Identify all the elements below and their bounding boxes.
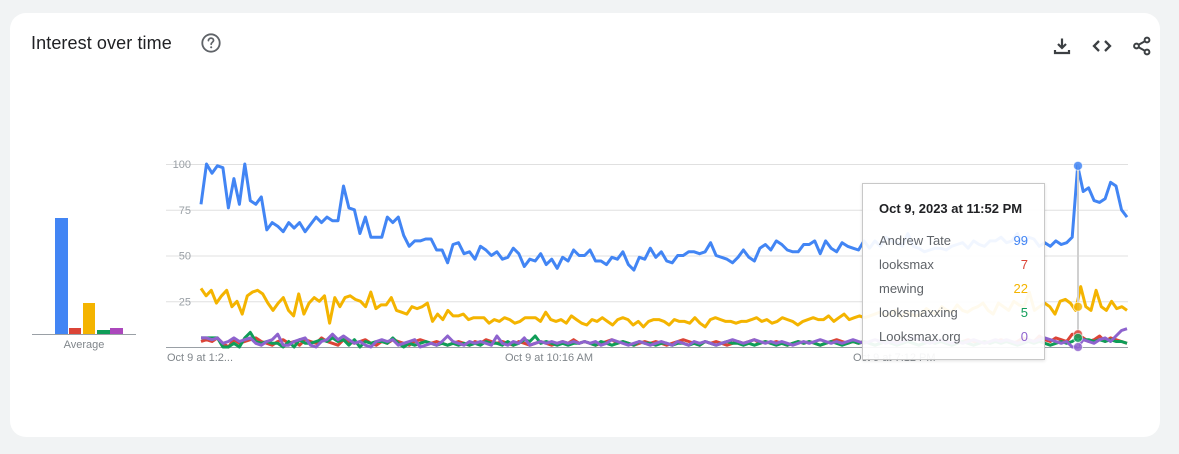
tooltip-term: mewing xyxy=(879,281,924,296)
tooltip-value: 0 xyxy=(1020,329,1028,344)
tooltip-term: Andrew Tate xyxy=(879,233,952,248)
average-axis-line xyxy=(32,334,136,335)
download-icon xyxy=(1053,38,1071,55)
svg-text:100: 100 xyxy=(173,159,191,171)
average-bar xyxy=(110,328,123,334)
average-bar xyxy=(69,328,81,334)
average-bar xyxy=(55,218,68,334)
tooltip-term: looksmax xyxy=(879,257,934,272)
tooltip-row-looksmax: looksmax 7 xyxy=(879,257,1028,277)
tooltip-value: 99 xyxy=(1013,233,1028,248)
average-bar xyxy=(83,302,95,334)
svg-text:Oct 9 at 10:16 AM: Oct 9 at 10:16 AM xyxy=(505,352,593,364)
svg-text:25: 25 xyxy=(179,296,191,308)
help-circle-icon[interactable] xyxy=(200,32,222,54)
average-bar xyxy=(97,330,110,334)
svg-text:75: 75 xyxy=(179,205,191,217)
chart-hover-marker xyxy=(1073,160,1083,352)
tooltip-row-andrew-tate: Andrew Tate 99 xyxy=(879,233,1028,253)
embed-button[interactable] xyxy=(1089,33,1115,59)
code-embed-icon xyxy=(1092,40,1112,52)
download-button[interactable] xyxy=(1049,33,1075,59)
average-label: Average xyxy=(63,339,105,351)
chart-actions xyxy=(1049,33,1155,59)
svg-text:50: 50 xyxy=(179,251,191,263)
tooltip-value: 7 xyxy=(1020,257,1028,272)
tooltip-term: looksmaxxing xyxy=(879,305,958,320)
average-bar-chart: Average xyxy=(32,200,146,360)
tooltip-row-mewing: mewing 22 xyxy=(879,281,1028,301)
tooltip-row-looksmaxxing: looksmaxxing 5 xyxy=(879,305,1028,325)
tooltip-term: Looksmax.org xyxy=(879,329,961,344)
share-button[interactable] xyxy=(1129,33,1155,59)
tooltip-value: 5 xyxy=(1020,305,1028,320)
tooltip-value: 22 xyxy=(1013,281,1028,296)
section-title: Interest over time xyxy=(31,33,172,53)
svg-text:Oct 9 at 1:2...: Oct 9 at 1:2... xyxy=(167,352,233,364)
share-icon xyxy=(1133,36,1151,56)
tooltip-date: Oct 9, 2023 at 11:52 PM xyxy=(879,201,1023,216)
chart-tooltip: Oct 9, 2023 at 11:52 PM Andrew Tate 99 l… xyxy=(862,183,1045,360)
tooltip-row-looksmax-org: Looksmax.org 0 xyxy=(879,329,1028,349)
